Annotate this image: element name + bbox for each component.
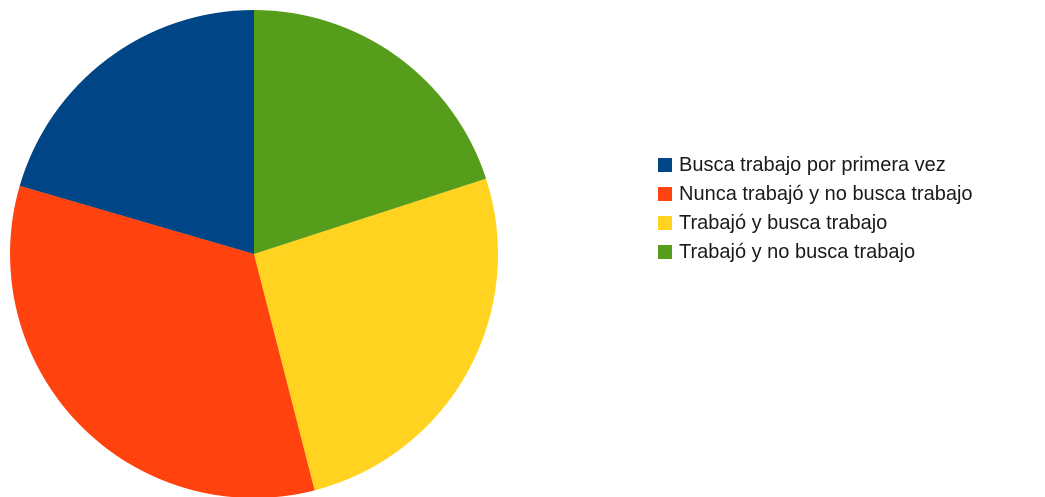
legend-label: Busca trabajo por primera vez [679,154,946,176]
legend-item-busca-primera-vez: Busca trabajo por primera vez [658,152,1043,178]
legend-swatch-blue [658,158,672,172]
legend-item-trabajo-busca: Trabajó y busca trabajo [658,210,1043,236]
legend-swatch-yellow [658,216,672,230]
chart-legend: Busca trabajo por primera vez Nunca trab… [658,152,1043,268]
legend-swatch-orange [658,187,672,201]
legend-label: Trabajó y busca trabajo [679,212,888,234]
pie-slice-busca-primera-vez [19,10,254,254]
legend-swatch-green [658,245,672,259]
pie-slice-nunca-trabajo [10,185,315,497]
pie-slice-trabajo-busca [254,178,499,491]
legend-label: Trabajó y no busca trabajo [679,241,916,263]
legend-label: Nunca trabajó y no busca trabajo [679,183,973,205]
pie-slice-trabajo-no-busca [254,10,487,254]
legend-item-trabajo-no-busca: Trabajó y no busca trabajo [658,239,1043,265]
legend-item-nunca-trabajo: Nunca trabajó y no busca trabajo [658,181,1043,207]
